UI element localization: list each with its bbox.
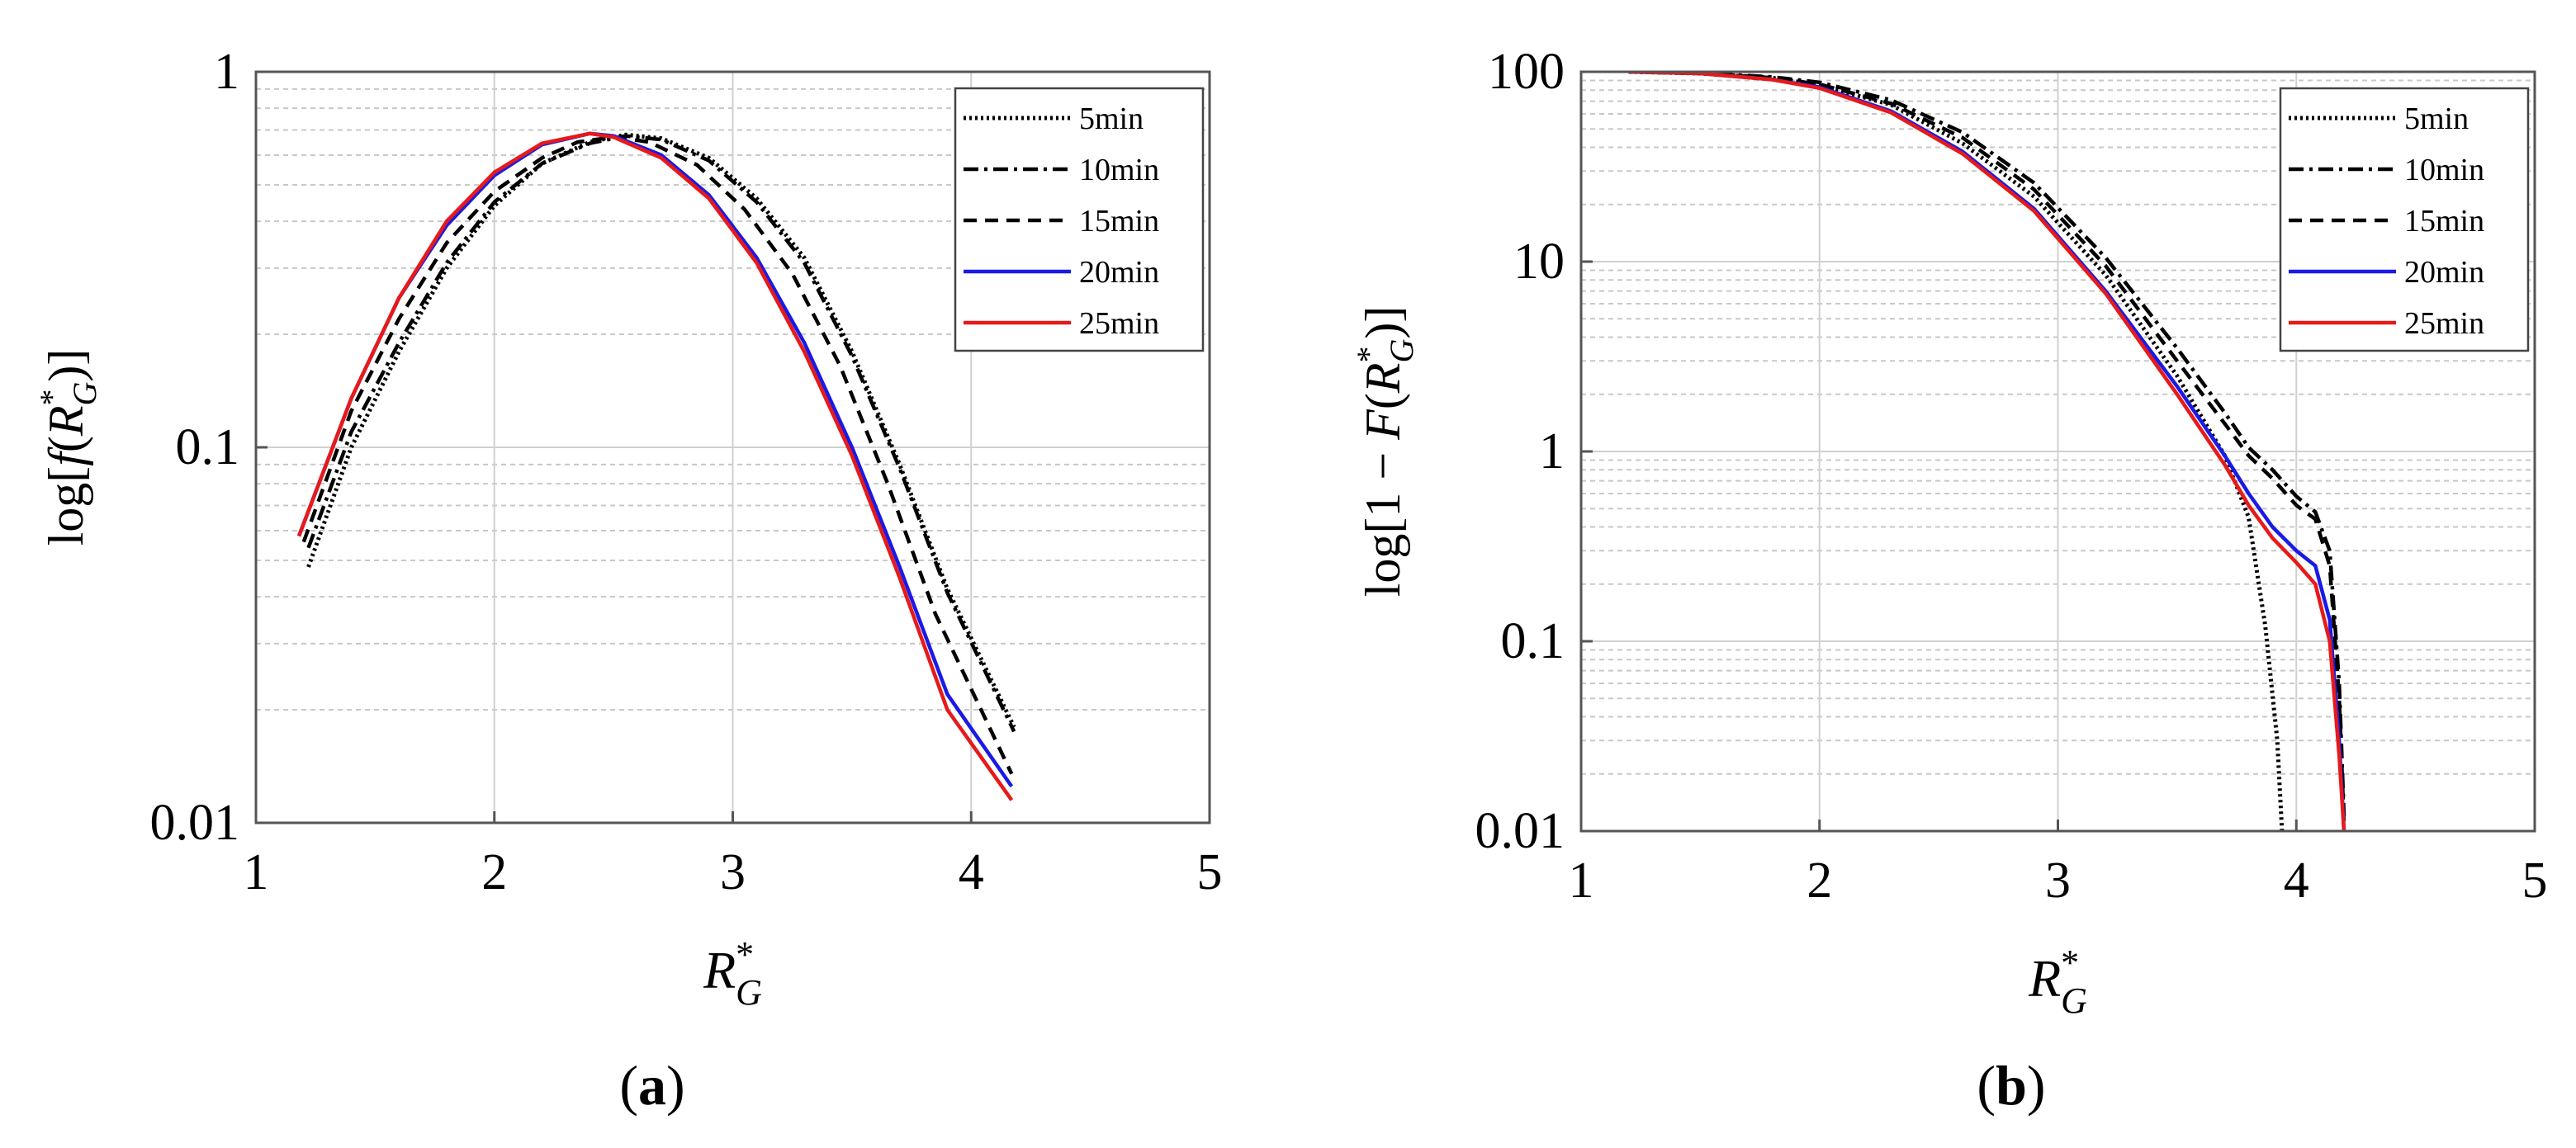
y-tick-label: 100: [1488, 44, 1565, 100]
legend-label-15min: 15min: [2404, 204, 2484, 239]
x-tick-label: 2: [481, 844, 507, 900]
legend-label-25min: 25min: [2404, 306, 2484, 341]
panel-caption: (a): [619, 1054, 684, 1117]
x-tick-label: 5: [1197, 844, 1223, 900]
x-tick-label: 4: [2284, 853, 2309, 909]
x-tick-label: 4: [959, 844, 984, 900]
legend-a: 5min 10min 15min 20min 25min: [954, 87, 1205, 352]
y-tick-label: 10: [1513, 234, 1565, 290]
series-line-25min: [1628, 72, 2346, 831]
series-line-25min: [296, 131, 1014, 801]
y-tick-label: 0.01: [150, 795, 240, 851]
legend-b: 5min 10min 15min 20min 25min: [2279, 87, 2530, 352]
y-axis-label: log[1 − F(R*G)]: [1350, 306, 1420, 598]
legend-label-25min: 25min: [1079, 306, 1159, 341]
x-tick-label: 3: [2045, 853, 2071, 909]
series-line-10min: [306, 134, 1016, 733]
x-tick-label: 1: [244, 844, 269, 900]
x-axis-label: R* G: [703, 934, 762, 1013]
x-tick-label: 2: [1807, 853, 1832, 909]
x-axis-label: R* G: [2028, 942, 2087, 1021]
legend-label-15min: 15min: [1079, 204, 1159, 239]
y-tick-label: 1: [1539, 423, 1565, 480]
x-tick-label: 3: [720, 844, 746, 900]
series-line-15min: [301, 135, 1014, 775]
panel-caption: (b): [1977, 1054, 2045, 1117]
x-tick-label: 5: [2522, 853, 2548, 909]
legend-label-20min: 20min: [1079, 255, 1159, 290]
panel-a: 0.01 0.1 1 1 2 3 4 5 R* G log[f(R*G)] 5min 10min 15mi…: [33, 44, 1223, 1117]
legend-label-10min: 10min: [1079, 153, 1159, 187]
legend-label-10min: 10min: [2404, 153, 2484, 187]
legend-label-5min: 5min: [1079, 102, 1144, 136]
panel-b: 0.01 0.1 1 10 100 1 2 3 4 5 R* G log[1 − F(R*G)] 5min…: [1350, 44, 2548, 1117]
y-tick-label: 1: [214, 44, 239, 100]
legend-label-20min: 20min: [2404, 255, 2484, 290]
y-axis-label: log[f(R*G)]: [33, 349, 103, 546]
y-tick-label: 0.01: [1475, 803, 1565, 859]
series-line-15min: [1628, 72, 2346, 824]
x-tick-label: 1: [1569, 853, 1594, 909]
y-tick-label: 0.1: [176, 419, 240, 475]
y-tick-label: 0.1: [1501, 613, 1565, 669]
legend-label-5min: 5min: [2404, 102, 2469, 136]
